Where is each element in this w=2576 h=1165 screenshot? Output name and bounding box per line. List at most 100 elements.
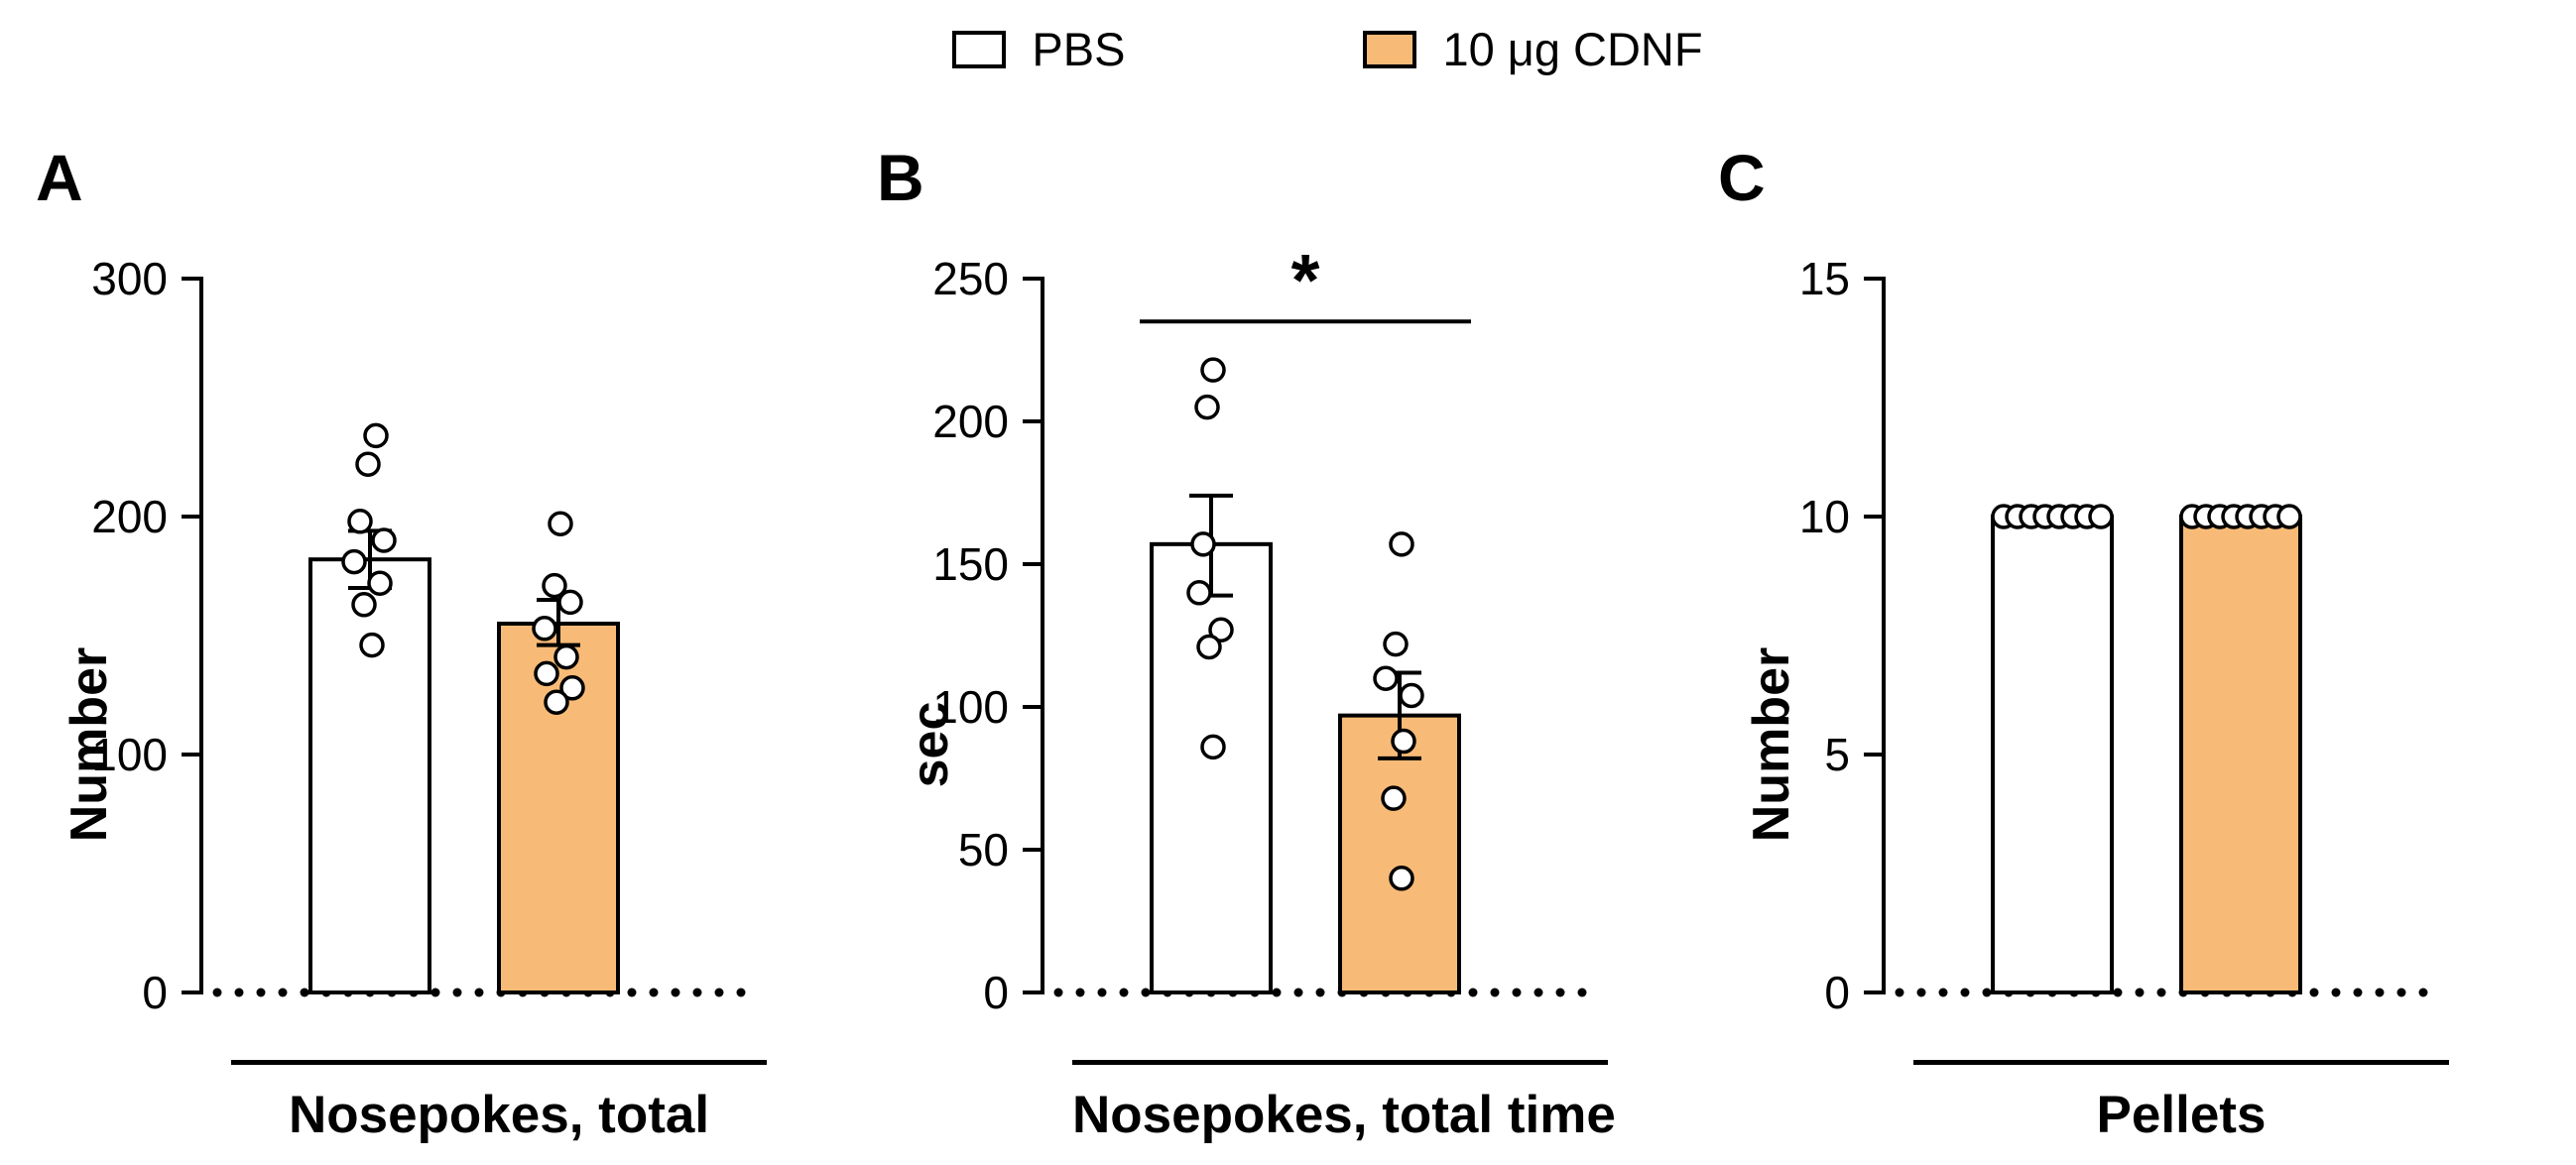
bar-plot-b: 0 50 100 150 200 250 * <box>932 239 1587 1018</box>
significance-star: * <box>1291 239 1320 321</box>
mean-bar <box>497 622 620 994</box>
baseline-dot <box>1293 988 1303 997</box>
baseline-dot <box>1315 988 1325 997</box>
baseline-dot <box>1577 988 1587 997</box>
baseline-dot <box>278 988 288 997</box>
mean-bar <box>2179 515 2302 994</box>
data-point <box>542 572 567 599</box>
data-point <box>2088 504 2114 529</box>
baseline-dot <box>1075 988 1085 997</box>
bar-plot-c: 0 5 10 15 <box>1799 253 2428 1018</box>
data-point <box>347 509 373 534</box>
baseline-dot <box>212 988 222 997</box>
panel-a: A Number 0 100 200 300 Nosepokes, total <box>28 126 841 1145</box>
data-point <box>351 592 377 618</box>
cdnf-swatch-icon <box>1363 30 1417 68</box>
data-point <box>544 689 569 715</box>
legend-item-pbs: PBS <box>952 22 1125 76</box>
baseline-dot <box>2113 988 2123 997</box>
baseline-dot <box>1895 988 1904 997</box>
y-tick-label: 100 <box>91 729 168 780</box>
y-tick-label: 0 <box>983 967 1009 1018</box>
y-tick-label: 0 <box>142 967 168 1018</box>
data-point <box>1391 728 1416 755</box>
baseline-dot <box>2375 988 2385 997</box>
panel-b: B sec 0 50 100 150 200 250 * Nosepokes, total … <box>869 126 1682 1145</box>
baseline-dot <box>1960 988 1970 997</box>
bar-plot-a: 0 100 200 300 <box>91 253 746 1018</box>
baseline-dot <box>2156 988 2166 997</box>
baseline-dot <box>692 988 702 997</box>
data-point <box>1373 665 1399 691</box>
data-point <box>1194 394 1220 420</box>
legend-label-cdnf: 10 μg CDNF <box>1442 23 1703 75</box>
mean-bar <box>1991 515 2114 994</box>
data-point <box>559 675 585 701</box>
baseline-dot <box>1512 988 1522 997</box>
baseline-dot <box>2353 988 2363 997</box>
figure-legend: PBS 10 μg CDNF <box>40 0 2576 76</box>
x-axis-title-c: Pellets <box>2096 1086 2267 1144</box>
data-point <box>1389 531 1414 557</box>
baseline-dot <box>234 988 244 997</box>
baseline-dot <box>1938 988 1948 997</box>
y-axis-label-c: Number <box>1743 646 1800 843</box>
data-point <box>1389 866 1414 891</box>
data-point <box>1208 617 1234 642</box>
y-axis-label-b: sec <box>902 701 959 788</box>
y-tick-label: 50 <box>958 824 1009 875</box>
mean-bar <box>1150 541 1273 994</box>
y-tick-label: 100 <box>932 681 1009 733</box>
data-point <box>371 527 397 553</box>
x-axis-underline-a: Nosepokes, total <box>231 1060 767 1145</box>
data-point <box>367 570 393 596</box>
y-axis-label-a: Number <box>61 646 118 843</box>
data-point <box>553 643 579 670</box>
data-point <box>341 548 367 575</box>
baseline-dot <box>2418 988 2428 997</box>
mean-bar <box>308 557 431 994</box>
data-point <box>1190 531 1216 557</box>
baseline-dot <box>256 988 266 997</box>
data-point <box>1186 580 1212 606</box>
baseline-dot <box>627 988 637 997</box>
y-tick-label: 10 <box>1799 491 1850 542</box>
baseline-dot <box>1982 988 1992 997</box>
baseline-dot <box>1141 988 1151 997</box>
baseline-dot <box>430 988 440 997</box>
data-point <box>557 589 583 616</box>
x-axis-title-b: Nosepokes, total time <box>1072 1086 1616 1144</box>
data-point <box>363 422 389 449</box>
baseline-dot <box>1916 988 1926 997</box>
baseline-dot <box>1555 988 1565 997</box>
y-tick-label: 200 <box>932 396 1009 447</box>
y-tick-label: 150 <box>932 538 1009 590</box>
y-tick-label: 200 <box>91 491 168 542</box>
panel-letter-c: C <box>1718 141 1766 214</box>
baseline-dot <box>1533 988 1543 997</box>
y-tick-label: 250 <box>932 253 1009 304</box>
baseline-dot <box>474 988 484 997</box>
legend-item-cdnf: 10 μg CDNF <box>1363 22 1703 76</box>
pbs-swatch-icon <box>952 30 1007 68</box>
panels-row: A Number 0 100 200 300 Nosepokes, total B s… <box>0 126 2576 1145</box>
baseline-dot <box>300 988 309 997</box>
panel-letter-b: B <box>877 141 924 214</box>
y-tick-label: 5 <box>1824 729 1850 780</box>
panel-letter-a: A <box>36 141 83 214</box>
baseline-dot <box>452 988 462 997</box>
data-point <box>2276 504 2302 529</box>
data-point <box>1383 631 1409 657</box>
data-point <box>355 451 381 477</box>
panel-c: C Number 0 5 10 15 Pellets <box>1710 126 2523 1145</box>
y-tick-label: 15 <box>1799 253 1850 304</box>
baseline-dot <box>714 988 724 997</box>
data-point <box>1200 734 1226 760</box>
x-axis-title-a: Nosepokes, total <box>288 1086 710 1144</box>
baseline-dot <box>736 988 746 997</box>
data-point <box>1399 682 1424 709</box>
y-tick-label: 0 <box>1824 967 1850 1018</box>
data-point <box>532 616 557 641</box>
data-point <box>1200 357 1226 383</box>
baseline-dot <box>2331 988 2341 997</box>
